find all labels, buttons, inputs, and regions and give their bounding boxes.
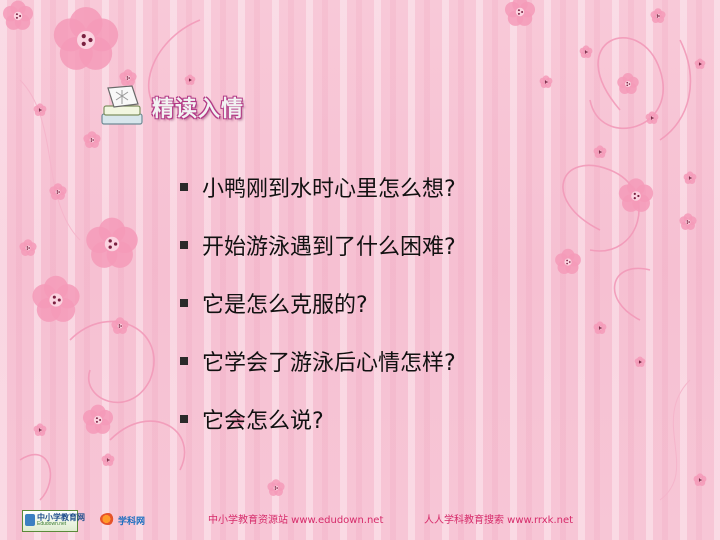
flower-icon (504, 0, 536, 26)
xuekewang-logo[interactable]: 学科网 (100, 511, 152, 529)
flower-icon (82, 404, 114, 434)
flower-icon (693, 473, 707, 486)
flower-icon (231, 413, 245, 426)
list-item: 它是怎么克服的? (180, 274, 456, 332)
flower-icon (617, 73, 639, 94)
list-item: 小鸭刚到水时心里怎么想? (180, 158, 456, 216)
flower-icon (2, 0, 34, 30)
flower-icon (555, 248, 581, 274)
flower-icon (618, 178, 654, 212)
flower-icon (679, 213, 697, 230)
flower-icon (579, 45, 593, 58)
flower-icon (645, 111, 659, 124)
swirl-logo-icon (100, 513, 116, 525)
list-item: 开始游泳遇到了什么困难? (180, 216, 456, 274)
logo-mark-icon (25, 514, 35, 526)
question-list: 小鸭刚到水时心里怎么想? 开始游泳遇到了什么困难? 它是怎么克服的? 它学会了游… (180, 158, 456, 448)
list-item: 它学会了游泳后心情怎样? (180, 332, 456, 390)
flower-icon (184, 74, 196, 85)
question-text: 它会怎么说? (202, 409, 324, 434)
credit-edudown[interactable]: 中小学教育资源站 www.edudown.net (208, 515, 384, 526)
heading-title: 精读入情 (152, 97, 245, 122)
list-item: 它会怎么说? (180, 390, 456, 448)
logo-text: 学科网 (118, 516, 146, 526)
footer: 中小学教育网 Edudown.net 学科网 中小学教育资源站 www.edud… (0, 504, 720, 540)
section-heading: 精读入情 (98, 82, 244, 132)
square-bullet-icon (180, 357, 188, 365)
flower-icon (53, 7, 119, 70)
square-bullet-icon (180, 241, 188, 249)
flower-icon (49, 183, 67, 200)
flower-icon (111, 317, 129, 334)
square-bullet-icon (180, 183, 188, 191)
flower-icon (650, 8, 666, 23)
question-text: 小鸭刚到水时心里怎么想? (202, 177, 456, 202)
flower-icon (593, 145, 607, 158)
question-text: 它学会了游泳后心情怎样? (202, 351, 456, 376)
books-icon (101, 85, 143, 125)
flower-icon (33, 423, 47, 436)
flower-icon (86, 217, 138, 268)
credit-rrxk[interactable]: 人人学科教育搜索 www.rrxk.net (424, 515, 574, 526)
square-bullet-icon (180, 299, 188, 307)
flower-icon (593, 321, 607, 334)
question-text: 开始游泳遇到了什么困难? (202, 235, 456, 260)
edudown-logo[interactable]: 中小学教育网 Edudown.net (22, 510, 85, 532)
flower-icon (19, 239, 37, 256)
flower-icon (694, 58, 706, 69)
flower-icon (83, 131, 101, 148)
flower-icon (119, 69, 137, 86)
question-text: 它是怎么克服的? (202, 293, 368, 318)
logo-subtext: Edudown.net (37, 521, 67, 527)
flower-icon (539, 75, 553, 88)
logo-text: 中小学教育网 (37, 513, 85, 522)
flower-icon (683, 171, 697, 184)
flower-icon (33, 103, 47, 116)
flower-icon (101, 453, 115, 466)
flower-icon (634, 356, 646, 367)
flower-icon (267, 479, 285, 496)
flower-icon (32, 275, 80, 322)
square-bullet-icon (180, 415, 188, 423)
